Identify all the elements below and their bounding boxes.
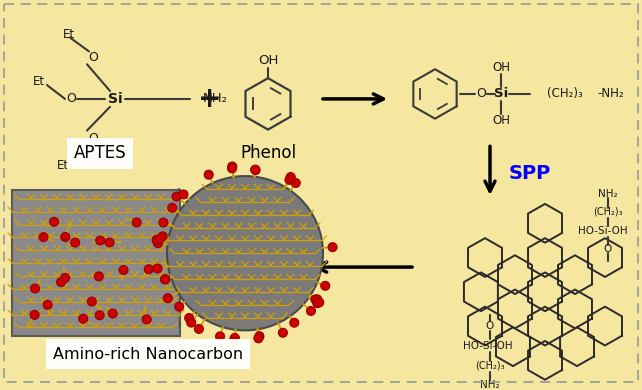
Circle shape [95, 311, 104, 320]
Circle shape [255, 332, 264, 340]
Circle shape [158, 232, 167, 241]
Text: Si: Si [494, 87, 508, 101]
Circle shape [291, 179, 300, 188]
Text: O: O [88, 132, 98, 145]
Circle shape [290, 318, 299, 327]
Text: (CH₂)₃: (CH₂)₃ [593, 207, 623, 217]
Circle shape [39, 232, 48, 241]
Text: HO-Si-OH: HO-Si-OH [578, 227, 628, 236]
Text: OH: OH [258, 54, 278, 67]
Circle shape [216, 332, 225, 341]
Circle shape [279, 328, 288, 337]
Circle shape [153, 239, 162, 248]
Circle shape [49, 217, 58, 226]
Circle shape [142, 315, 151, 324]
Ellipse shape [167, 176, 323, 330]
Text: Si: Si [108, 92, 123, 106]
Circle shape [163, 294, 172, 303]
Circle shape [153, 264, 162, 273]
Circle shape [179, 190, 188, 199]
Circle shape [105, 238, 114, 247]
Text: SPP: SPP [509, 163, 551, 183]
Circle shape [321, 281, 330, 290]
Circle shape [43, 300, 52, 309]
Text: Et: Et [63, 28, 75, 41]
Circle shape [230, 335, 239, 344]
Circle shape [187, 318, 196, 327]
Circle shape [168, 203, 177, 212]
Text: O: O [88, 51, 98, 64]
Circle shape [87, 297, 96, 306]
Bar [12, 190, 180, 336]
Circle shape [254, 334, 263, 343]
Circle shape [313, 299, 322, 308]
Text: O: O [486, 321, 494, 331]
Circle shape [71, 238, 80, 247]
Circle shape [108, 309, 117, 318]
Circle shape [185, 314, 194, 323]
Circle shape [56, 278, 65, 287]
Circle shape [94, 272, 103, 281]
Text: HO-Si-OH: HO-Si-OH [463, 341, 513, 351]
Text: Phenol: Phenol [240, 144, 296, 162]
Text: APTES: APTES [74, 144, 126, 162]
Circle shape [315, 298, 324, 307]
Text: OH: OH [492, 61, 510, 74]
Text: NH₂: NH₂ [598, 189, 618, 199]
Text: -NH₂: -NH₂ [597, 87, 623, 101]
Circle shape [61, 232, 70, 241]
Circle shape [119, 266, 128, 275]
Circle shape [328, 243, 337, 252]
Circle shape [230, 333, 239, 342]
Circle shape [160, 275, 169, 284]
Text: NH₂: NH₂ [480, 380, 500, 390]
Circle shape [311, 295, 320, 304]
Circle shape [251, 166, 260, 174]
Circle shape [160, 275, 169, 284]
Text: OH: OH [492, 114, 510, 127]
Circle shape [156, 234, 165, 243]
Circle shape [175, 302, 184, 311]
Text: Amino-rich Nanocarbon: Amino-rich Nanocarbon [53, 347, 243, 362]
Text: (CH₂)₃: (CH₂)₃ [547, 87, 583, 101]
Circle shape [96, 236, 105, 245]
Text: NH₂: NH₂ [203, 92, 228, 105]
Circle shape [159, 218, 168, 227]
Circle shape [60, 273, 69, 282]
Text: +: + [198, 85, 221, 113]
Circle shape [250, 165, 260, 174]
Text: O: O [476, 87, 486, 101]
Circle shape [286, 173, 295, 181]
Text: Et: Et [57, 159, 69, 172]
Circle shape [204, 170, 213, 179]
Circle shape [195, 324, 204, 333]
Circle shape [285, 176, 294, 184]
Text: O: O [66, 92, 76, 105]
Circle shape [227, 164, 236, 173]
Circle shape [132, 218, 141, 227]
Circle shape [306, 307, 315, 316]
Text: O: O [604, 244, 612, 254]
Circle shape [228, 162, 237, 171]
Circle shape [31, 284, 40, 293]
Circle shape [144, 265, 153, 274]
Circle shape [79, 314, 88, 323]
Circle shape [172, 192, 181, 201]
Circle shape [30, 310, 39, 319]
Text: (CH₂)₃: (CH₂)₃ [475, 361, 505, 371]
Text: Et: Et [33, 74, 45, 88]
Circle shape [313, 295, 322, 304]
Circle shape [152, 236, 161, 245]
